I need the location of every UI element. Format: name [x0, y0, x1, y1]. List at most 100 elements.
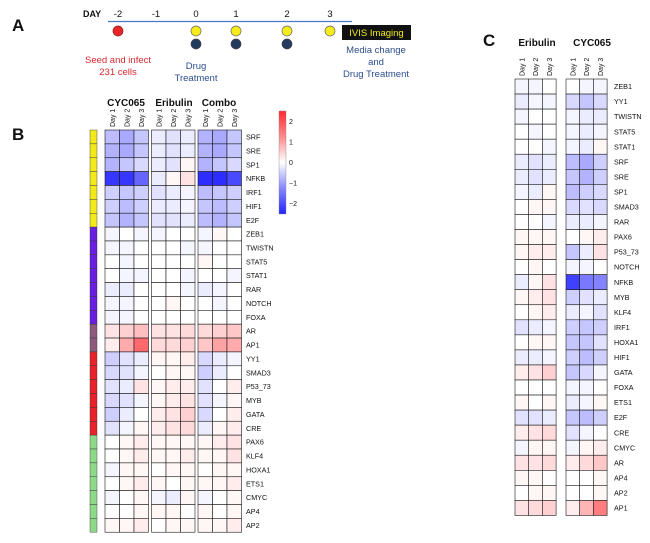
b-cell-AR-Eribulin-2	[165, 323, 181, 339]
b-cell-NOTCH-Eribulin-2	[165, 296, 181, 311]
imaging-dot-day3	[324, 25, 336, 37]
b-cell-STAT1-Combo-2	[212, 268, 228, 283]
b-cell-ZEB1-Eribulin-3	[180, 226, 196, 242]
b-cell-KLF4-Combo-3	[226, 448, 242, 464]
b-cell-IRF1-Combo-3	[226, 185, 242, 200]
c-row-label: CMYC	[614, 443, 635, 452]
b-cell-AP1-Eribulin-2	[165, 337, 181, 353]
b-row-label: GATA	[246, 410, 265, 419]
b-cell-AP4-CYC065-3	[133, 504, 149, 519]
c-cell-TWISTN-CYC065-1	[565, 108, 580, 125]
b-cell-ETS1-CYC065-3	[133, 476, 149, 491]
c-cell-AP1-CYC065-2	[579, 500, 594, 516]
b-cell-CMYC-Eribulin-2	[165, 490, 181, 505]
b-cell-GATA-Eribulin-3	[180, 407, 196, 422]
c-cell-SMAD3-Eribulin-2	[528, 199, 543, 215]
c-cell-TWISTN-CYC065-2	[579, 108, 594, 125]
b-cluster-bar-SP1	[89, 157, 98, 172]
b-cell-GATA-CYC065-3	[133, 407, 149, 422]
b-cell-AP2-Combo-1	[197, 518, 213, 533]
b-cell-SRF-Eribulin-3	[180, 129, 196, 145]
c-cell-SP1-Eribulin-3	[542, 184, 557, 200]
b-cell-HIF1-Eribulin-2	[165, 199, 181, 214]
colorbar-tick-label: 0	[289, 160, 293, 167]
b-cell-AR-Eribulin-1	[151, 323, 167, 339]
c-cell-AP2-CYC065-1	[565, 485, 580, 501]
c-cell-FOXA-CYC065-3	[593, 379, 608, 396]
group-title-cyc065-c: CYC065	[573, 38, 611, 49]
b-cell-HIF1-Eribulin-1	[151, 199, 167, 214]
b-cell-HIF1-CYC065-3	[133, 199, 149, 214]
b-cell-SMAD3-Combo-2	[212, 365, 228, 380]
b-cell-STAT5-CYC065-1	[104, 254, 120, 270]
b-cluster-bar-MYB	[89, 393, 98, 408]
c-cell-SRF-Eribulin-2	[528, 153, 543, 170]
c-cell-CMYC-CYC065-2	[579, 439, 594, 456]
b-cell-AP1-Eribulin-1	[151, 337, 167, 353]
c-cell-FOXA-CYC065-2	[579, 379, 594, 396]
c-cell-KLF4-Eribulin-1	[514, 304, 529, 321]
c-day-label: Day 1	[519, 58, 526, 76]
c-row-label: SRF	[614, 157, 629, 166]
c-cell-CMYC-Eribulin-1	[514, 439, 529, 456]
b-cell-E2F-CYC065-3	[133, 212, 149, 228]
c-cell-SRE-Eribulin-3	[542, 169, 557, 185]
c-cell-YY1-Eribulin-2	[528, 93, 543, 110]
b-cell-SMAD3-Combo-1	[197, 365, 213, 380]
b-cell-ETS1-Combo-3	[226, 476, 242, 491]
seed-text-line2: 231 cells	[99, 67, 137, 78]
c-cell-RAR-CYC065-3	[593, 214, 608, 230]
c-cell-E2F-Eribulin-3	[542, 409, 557, 426]
b-cell-AP4-CYC065-1	[104, 504, 120, 519]
drug-text-line1: Drug	[186, 61, 207, 72]
b-cell-HOXA1-CYC065-1	[104, 462, 120, 478]
b-cluster-bar-SRF	[89, 129, 98, 145]
c-row-label: MYB	[614, 293, 630, 302]
c-cell-STAT1-Eribulin-2	[528, 138, 543, 155]
b-row-label: AP4	[246, 507, 260, 516]
b-cell-SMAD3-Eribulin-2	[165, 365, 181, 380]
b-cell-SRF-CYC065-1	[104, 129, 120, 145]
c-cell-AP4-Eribulin-2	[528, 469, 543, 486]
c-cell-HIF1-Eribulin-1	[514, 349, 529, 366]
c-cell-IRF1-CYC065-2	[579, 319, 594, 336]
b-cell-STAT5-Eribulin-1	[151, 254, 167, 270]
c-cell-CMYC-Eribulin-3	[542, 439, 557, 456]
c-cell-PAX6-CYC065-3	[593, 229, 608, 245]
c-cell-SRE-CYC065-3	[593, 169, 608, 185]
b-cell-HIF1-Combo-2	[212, 199, 228, 214]
day-tick-1: -1	[152, 9, 160, 20]
c-cell-AP4-Eribulin-1	[514, 469, 529, 486]
imaging-dot-day1	[230, 25, 242, 37]
b-cell-ETS1-Eribulin-2	[165, 476, 181, 491]
b-row-label: SP1	[246, 160, 260, 169]
b-cluster-bar-AP2	[89, 518, 98, 533]
b-cluster-bar-RAR	[89, 282, 98, 297]
b-cell-HIF1-CYC065-1	[104, 199, 120, 214]
b-cell-IRF1-Eribulin-1	[151, 185, 167, 200]
b-cell-KLF4-CYC065-1	[104, 448, 120, 464]
b-cell-ETS1-CYC065-2	[119, 476, 135, 491]
b-cell-E2F-Combo-2	[212, 212, 228, 228]
b-cell-ETS1-Eribulin-3	[180, 476, 196, 491]
c-cell-AP1-CYC065-3	[593, 500, 608, 516]
c-cell-GATA-Eribulin-1	[514, 364, 529, 381]
b-cell-NFKB-Eribulin-3	[180, 171, 196, 186]
c-row-label: NFKB	[614, 278, 633, 287]
b-row-label: AP2	[246, 521, 260, 530]
c-row-label: STAT1	[614, 142, 635, 151]
c-day-label: Day 2	[584, 58, 591, 76]
b-cell-IRF1-CYC065-2	[119, 185, 135, 200]
b-cell-P53_73-Combo-1	[197, 379, 213, 394]
b-cell-AP4-Combo-3	[226, 504, 242, 519]
imaging-dot-day2	[281, 25, 293, 37]
b-cluster-bar-NFKB	[89, 171, 98, 186]
b-cell-GATA-Combo-1	[197, 407, 213, 422]
b-cell-HOXA1-Eribulin-2	[165, 462, 181, 478]
b-cell-AP1-Combo-1	[197, 337, 213, 353]
day-tick-3: 1	[233, 9, 238, 20]
b-cell-FOXA-Eribulin-1	[151, 310, 167, 325]
b-cell-FOXA-CYC065-1	[104, 310, 120, 325]
b-cell-SP1-CYC065-3	[133, 157, 149, 172]
c-cell-STAT5-CYC065-3	[593, 123, 608, 140]
